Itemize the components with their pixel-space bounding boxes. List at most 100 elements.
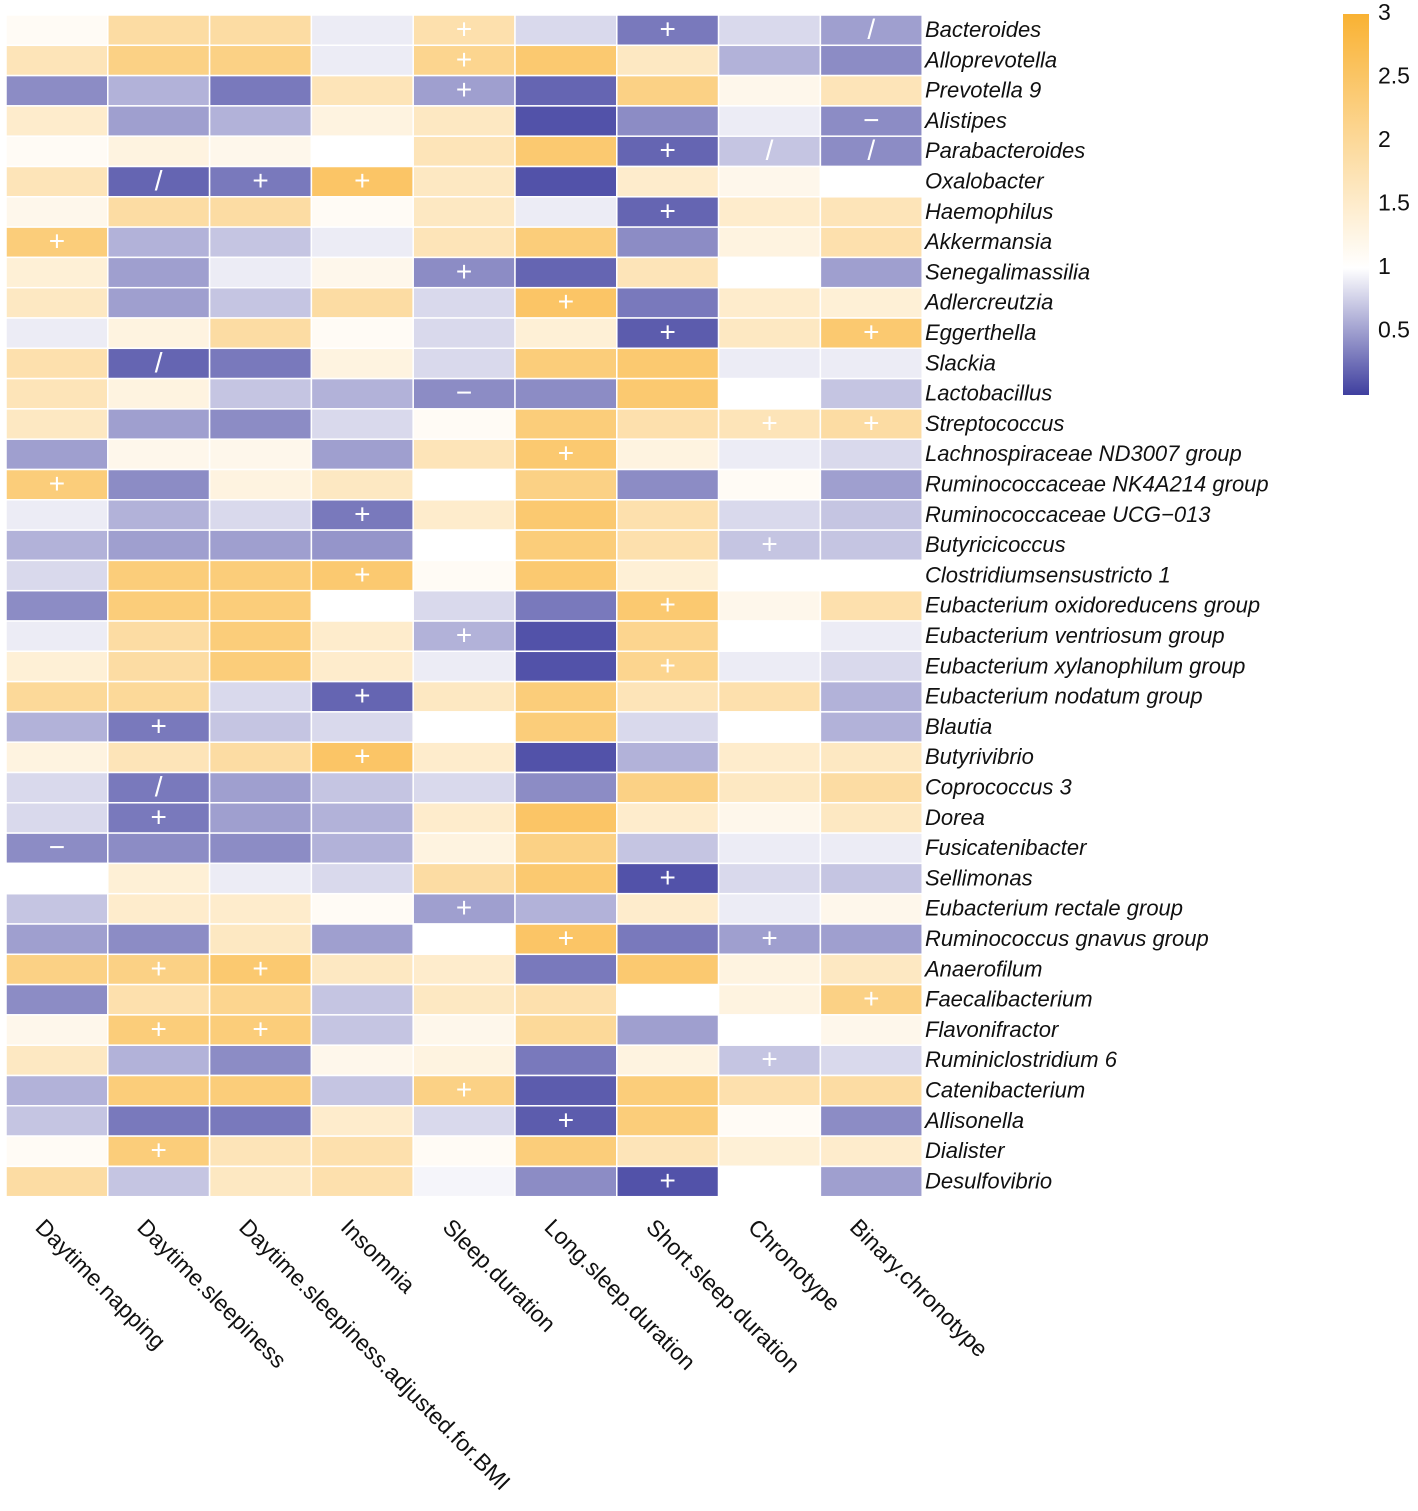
heatmap-cell [717,741,822,774]
heatmap-cell [208,802,313,834]
heatmap-cell [107,256,211,289]
colorbar-tick-label: 2.5 [1378,63,1410,89]
row-label: Catenibacterium [925,1077,1085,1102]
heatmap-cell [208,620,313,653]
significance-mark: + [151,801,167,832]
heatmap-cell [717,1074,822,1107]
heatmap-cell [717,953,822,986]
row-label: Ruminococcaceae UCG−013 [925,502,1211,527]
row-label: Lachnospiraceae ND3007 group [925,441,1242,466]
row-label: Parabacteroides [925,138,1085,163]
heatmap-cell [819,923,923,956]
significance-mark: + [558,438,574,469]
heatmap-cell [412,1014,516,1046]
colorbar-ticks: 3 2.5 2 1.5 1 0.5 [1378,0,1410,343]
heatmap-cells [5,14,923,1198]
heatmap-cell [717,589,822,622]
heatmap-cell [819,256,923,289]
heatmap-cell [208,589,313,622]
heatmap-cell [514,499,618,531]
row-label: Eubacterium rectale group [925,896,1183,921]
row-label: Dorea [925,805,985,830]
heatmap-cell [310,468,414,501]
heatmap-cell [310,74,414,107]
heatmap-cell [717,1105,822,1137]
heatmap-cell [717,286,822,319]
heatmap-cell [819,589,923,622]
heatmap-cell [107,1105,211,1137]
significance-mark: + [151,710,167,741]
colorbar-tick-label: 2 [1378,126,1391,152]
heatmap-cell [717,165,822,198]
heatmap-cell [107,377,211,410]
row-label: Bacteroides [925,17,1041,42]
heatmap-cell [310,620,414,653]
heatmap-cell [310,1135,414,1168]
heatmap-cell [717,559,822,592]
heatmap-cell [717,468,822,501]
heatmap-cell [310,680,414,713]
heatmap-cell [616,680,720,713]
significance-mark: + [456,892,472,923]
heatmap-cell [819,105,923,137]
heatmap-cell [208,226,313,259]
heatmap-cell [310,196,414,228]
heatmap-cell [310,1014,414,1046]
heatmap-cell [412,1105,516,1137]
heatmap-cell [107,1074,211,1107]
significance-mark: + [354,741,370,772]
heatmap-cell [107,317,211,350]
row-label: Ruminiclostridium 6 [925,1047,1118,1072]
heatmap-cell [107,226,211,259]
heatmap-cell [819,377,923,410]
heatmap-cell [5,1074,109,1107]
heatmap-cell [616,1105,720,1137]
heatmap-cell [5,711,109,743]
heatmap-cell [310,923,414,956]
heatmap-cell [107,983,211,1016]
heatmap-cell [412,286,516,319]
heatmap-cell [107,105,211,137]
heatmap-cell [819,438,923,471]
row-label: Haemophilus [925,199,1053,224]
heatmap-cell [616,499,720,531]
heatmap-cell [208,741,313,774]
heatmap-cell [107,196,211,228]
heatmap-cell [208,983,313,1016]
significance-mark: + [456,14,472,45]
row-label: Akkermansia [923,229,1052,254]
heatmap-cell [819,317,923,350]
significance-mark: + [151,1013,167,1044]
significance-mark: + [354,680,370,711]
significance-mark: + [660,589,676,620]
row-label: Eggerthella [925,320,1036,345]
heatmap-cell [616,165,720,198]
heatmap-cell [616,832,720,865]
heatmap-cell [5,1105,109,1137]
heatmap-cell [208,438,313,471]
significance-mark: + [252,1013,268,1044]
heatmap-cell [819,468,923,501]
heatmap-cell [310,711,414,743]
significance-mark: + [151,1135,167,1166]
significance-mark: / [867,135,875,166]
heatmap-cell [310,347,414,380]
heatmap-cell [717,256,822,289]
heatmap-cell [310,559,414,592]
row-label: Sellimonas [925,865,1033,890]
row-label: Eubacterium ventriosum group [925,623,1225,648]
heatmap-cell [616,1165,720,1198]
heatmap-cell [616,347,720,380]
heatmap-cell [208,862,313,895]
heatmap-cell [717,983,822,1016]
significance-mark: + [863,407,879,438]
heatmap-cell [107,620,211,653]
heatmap-cell [5,923,109,956]
heatmap-cell [412,529,516,562]
heatmap-cell [819,620,923,653]
heatmap-cell [616,286,720,319]
significance-mark: + [151,953,167,984]
heatmap-cell [819,408,923,440]
heatmap-cell [717,44,822,77]
heatmap-cell [819,953,923,986]
